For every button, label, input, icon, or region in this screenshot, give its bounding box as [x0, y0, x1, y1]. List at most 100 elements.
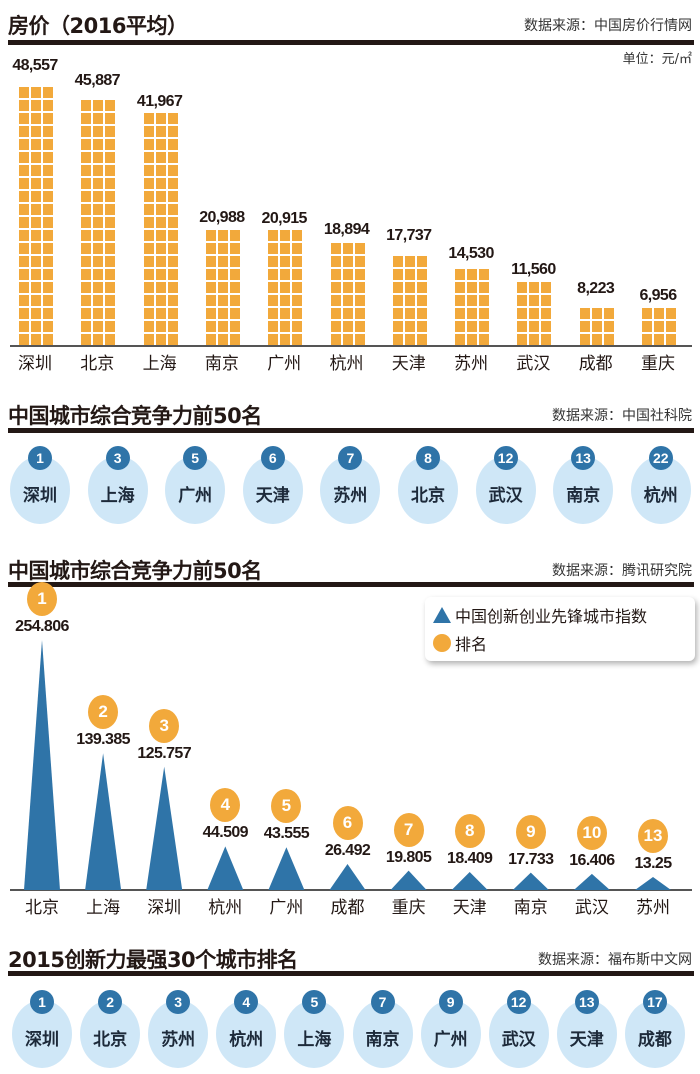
bar-cell	[31, 295, 41, 306]
bar-cell	[155, 282, 166, 293]
bar-cell	[354, 334, 365, 345]
bar-cell	[105, 230, 116, 241]
bar-cell	[105, 282, 116, 293]
bar-cell	[467, 282, 478, 293]
bar-cell	[105, 295, 116, 306]
bar-cell	[416, 308, 427, 319]
bar-cell	[105, 139, 116, 150]
spike	[85, 753, 122, 890]
category-label: 重庆	[641, 354, 675, 374]
bar-cell	[143, 204, 154, 215]
spike-value-label: 43.555	[263, 825, 310, 843]
bar-cell	[93, 256, 104, 267]
bar-cell	[467, 321, 478, 332]
bar-value-label: 20,915	[261, 210, 308, 227]
bar-cell	[19, 139, 29, 150]
bar-cell	[93, 321, 104, 332]
spike	[635, 876, 671, 890]
bar-cell	[31, 256, 41, 267]
bar-cell	[143, 269, 154, 280]
bar-cell	[330, 295, 341, 306]
bar-cell	[31, 178, 41, 189]
bar-cell	[31, 152, 41, 163]
bar-cell	[392, 308, 403, 319]
rank-number-badge: 3	[105, 446, 130, 470]
bar-cell	[404, 256, 415, 267]
rank-circle: 3	[149, 708, 180, 743]
cass-ranking-title: 中国城市综合竞争力前50名	[8, 404, 262, 428]
bar-cell	[31, 282, 41, 293]
rank-number-badge: 8	[416, 446, 440, 470]
bar-cell	[93, 230, 104, 241]
bar-value-label: 14,530	[448, 245, 494, 262]
bar-cell	[455, 282, 466, 293]
bar-cell	[167, 217, 178, 228]
bar-cell	[19, 282, 29, 293]
bar-cell	[529, 321, 540, 332]
bar-cell	[666, 334, 676, 345]
forbes-ranking-source: 数据来源：福布斯中文网	[538, 952, 692, 968]
bar-cell	[155, 113, 166, 124]
bar-cell	[292, 269, 303, 280]
rank-circle: 2	[88, 695, 119, 730]
bar-cell	[81, 113, 92, 124]
bar-cell	[43, 256, 53, 267]
bar-cell	[603, 334, 614, 345]
bar-cell	[43, 282, 53, 293]
spike	[329, 864, 366, 890]
cass-ranking-source: 数据来源：中国社科院	[552, 408, 692, 424]
bar	[453, 265, 490, 345]
bar-cell	[167, 139, 178, 150]
spike	[390, 870, 427, 890]
bar-cell	[143, 243, 154, 254]
bar-cell	[105, 217, 116, 228]
bar-cell	[93, 139, 104, 150]
bar-cell	[479, 334, 490, 345]
category-label: 苏州	[454, 354, 489, 374]
bar-cell	[280, 334, 291, 345]
bar-value-label: 6,956	[639, 287, 677, 304]
bar-cell	[19, 191, 29, 202]
rank-circle: 4	[210, 788, 241, 823]
bar-cell	[81, 191, 92, 202]
bar-cell	[268, 269, 279, 280]
bar-cell	[416, 256, 427, 267]
bar-cell	[43, 204, 53, 215]
bar-cell	[591, 308, 602, 319]
bar-cell	[280, 321, 291, 332]
bar-cell	[31, 113, 41, 124]
bar-value-label: 18,894	[323, 221, 370, 238]
bar-cell	[217, 295, 228, 306]
spike	[146, 766, 183, 890]
bar-cell	[143, 308, 154, 319]
bar-cell	[579, 321, 590, 332]
bar-cell	[19, 126, 29, 137]
bar-cell	[93, 308, 104, 319]
housing-price-title: 房价（2016平均）	[8, 14, 188, 38]
bar-cell	[105, 191, 116, 202]
bar-cell	[19, 165, 29, 176]
housing-price-source: 数据来源：中国房价行情网	[524, 18, 692, 34]
bar-cell	[354, 282, 365, 293]
bar-cell	[479, 295, 490, 306]
spike	[207, 846, 244, 890]
bar-cell	[43, 165, 53, 176]
bar-cell	[330, 308, 341, 319]
bar	[515, 281, 552, 345]
bar-cell	[217, 282, 228, 293]
bar-cell	[105, 204, 116, 215]
bar-cell	[268, 256, 279, 267]
bar-cell	[268, 295, 279, 306]
bar	[17, 77, 53, 345]
category-label: 北京	[80, 354, 115, 374]
bar-cell	[654, 308, 664, 319]
bar-value-label: 20,988	[199, 209, 245, 226]
rank-circle: 7	[393, 812, 424, 847]
bar-cell	[81, 282, 92, 293]
bar-cell	[143, 113, 154, 124]
bar-cell	[217, 269, 228, 280]
rank-number-badge: 7	[370, 990, 395, 1014]
bar-cell	[105, 126, 116, 137]
bar-cell	[143, 321, 154, 332]
bar-cell	[591, 334, 602, 345]
